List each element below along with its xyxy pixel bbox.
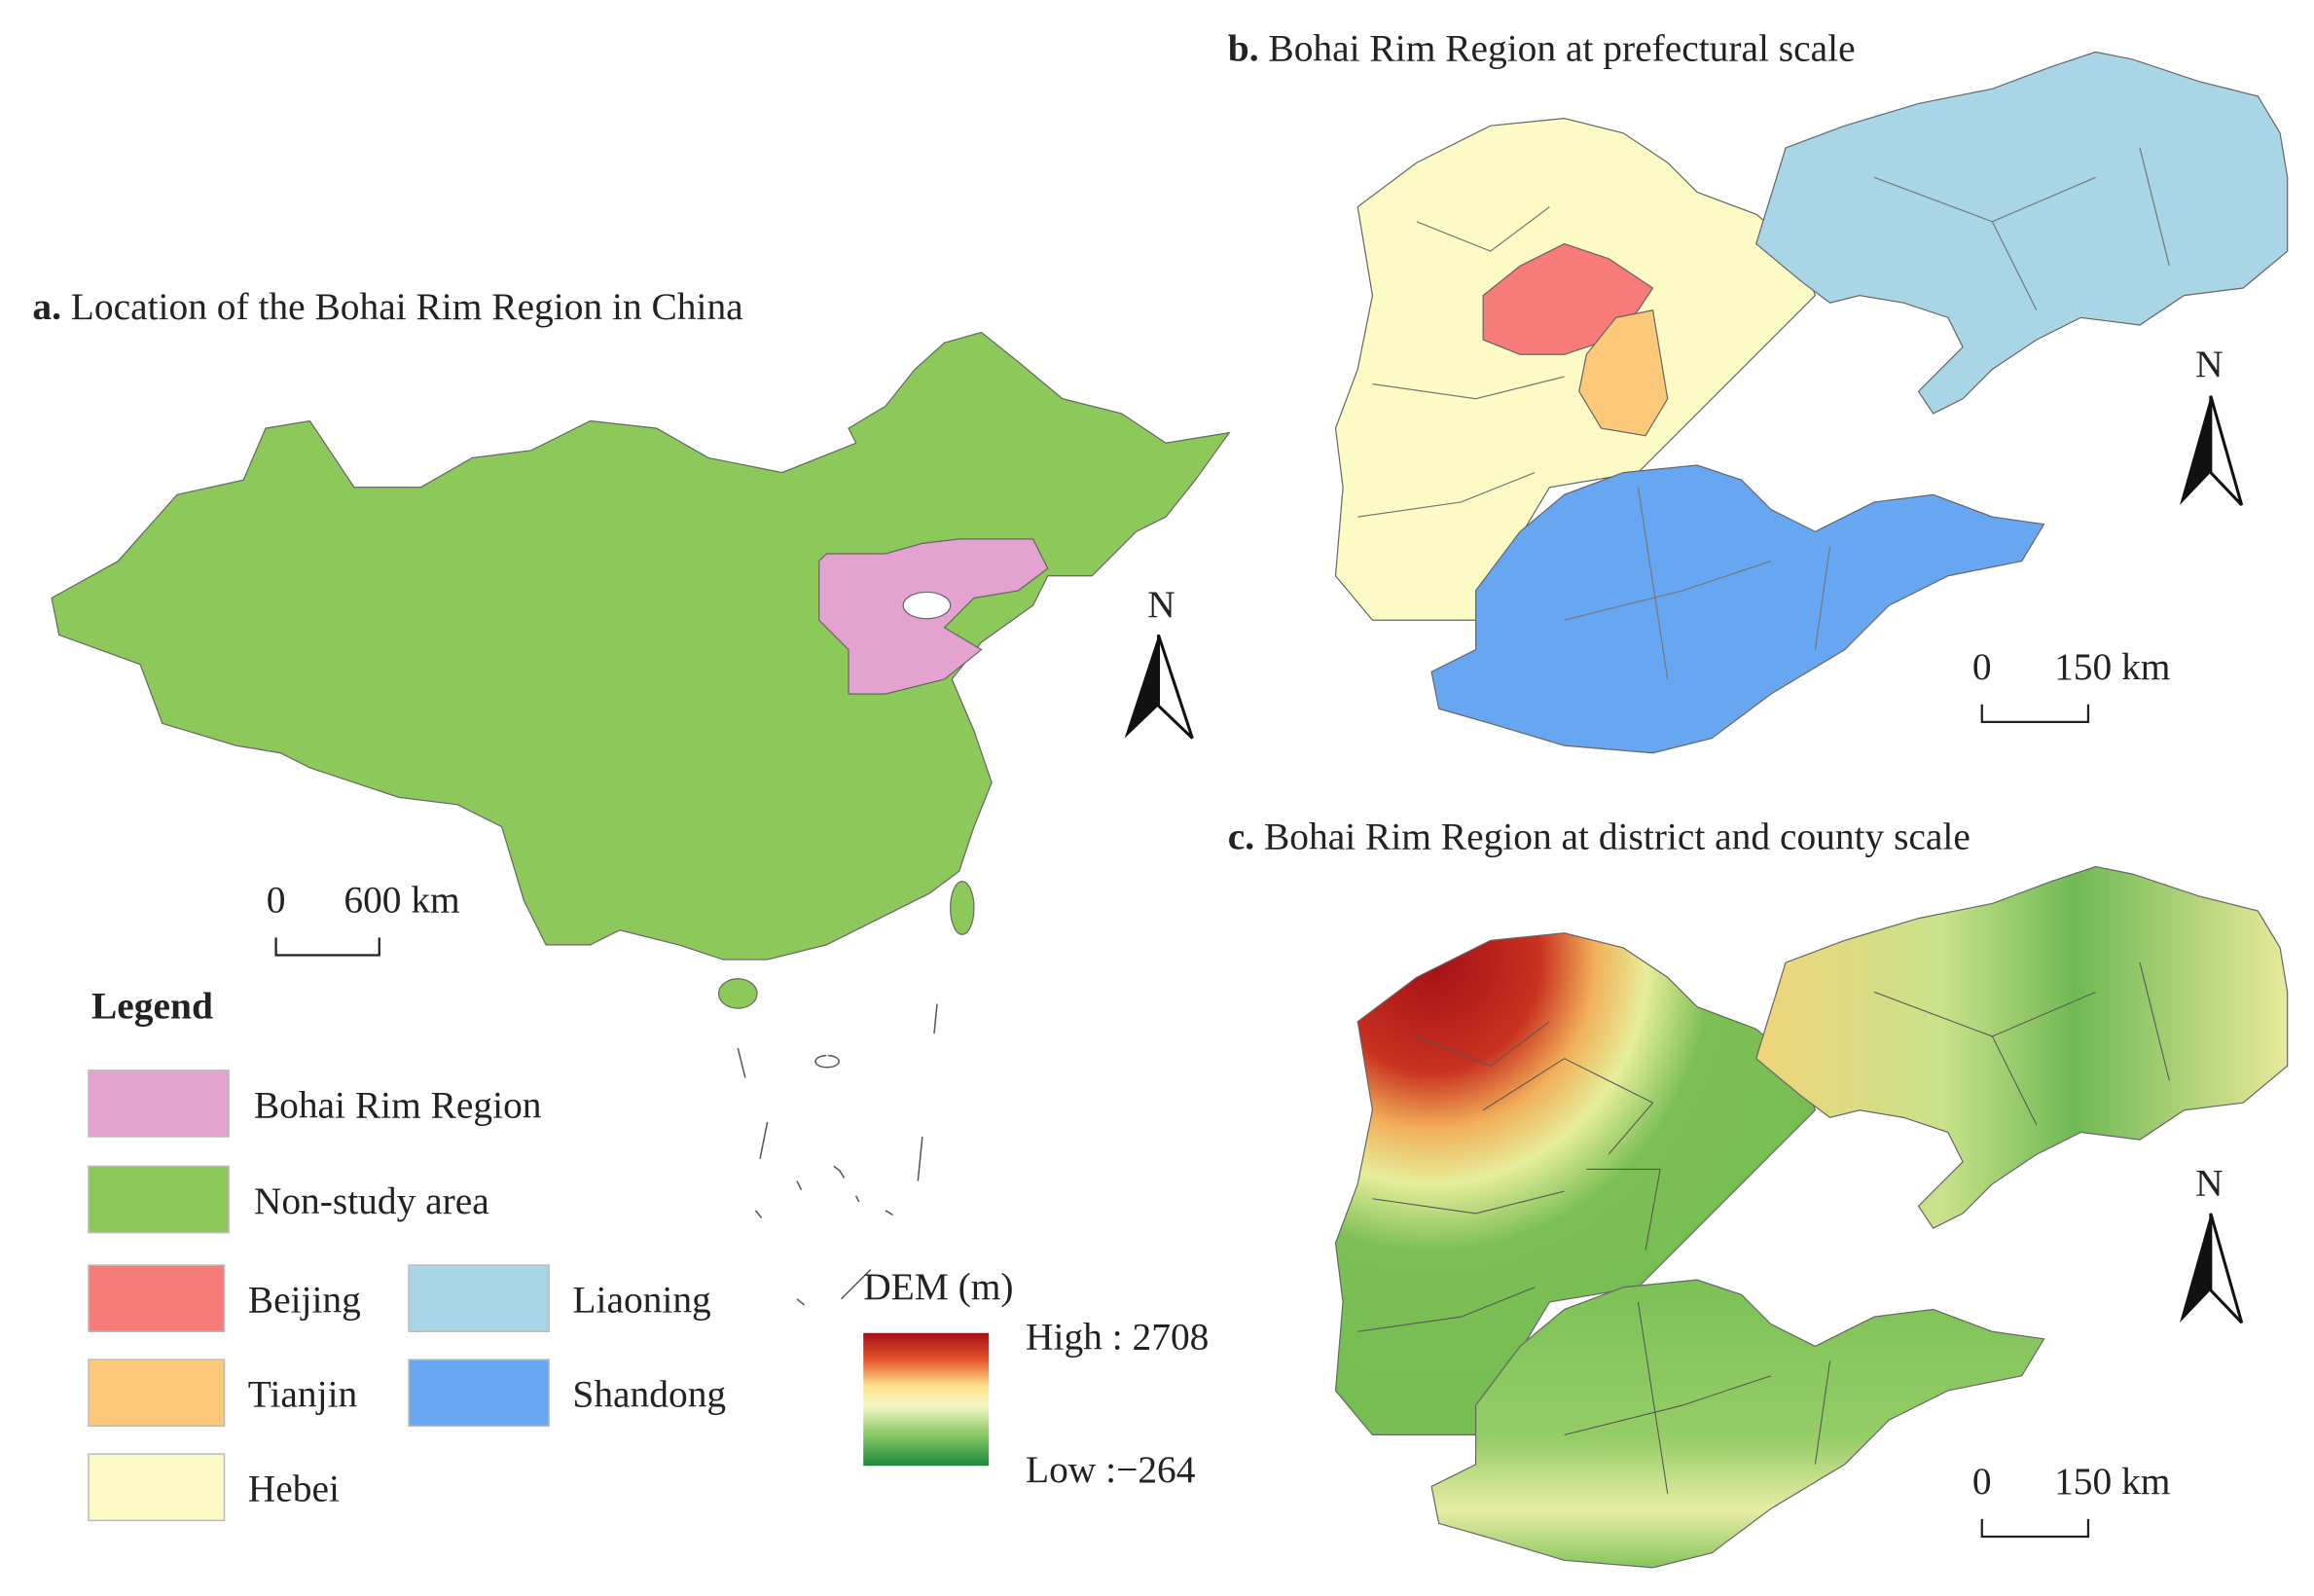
dem-hebei [1334,932,1817,1436]
legend-swatch [88,1264,226,1333]
dem-map [1334,865,2289,1569]
scale-zero: 0 [1972,1460,1992,1503]
scale-distance: 150 km [2054,645,2171,688]
legend-swatch [88,1453,226,1522]
prefecture-map [1334,51,2289,754]
legend-label: Tianjin [248,1373,358,1416]
legend-swatch [88,1359,226,1428]
panel-title: c. Bohai Rim Region at district and coun… [1228,815,1971,857]
legend-title: Legend [91,985,213,1028]
dem-liaoning [1755,865,2289,1229]
legend-swatch [408,1359,550,1428]
dem-shandong [1430,1279,2045,1569]
legend-swatch [408,1264,550,1333]
north-arrow: N [2179,1162,2244,1324]
legend-label: Liaoning [572,1279,710,1322]
scale-zero: 0 [1972,645,1992,688]
dem-high: High : 2708 [1026,1315,1209,1358]
legend-label: Bohai Rim Region [254,1083,542,1126]
north-arrow: N [1124,583,1194,740]
china-map [51,331,1231,1306]
hainan [717,978,758,1009]
liaoning [1755,51,2289,415]
north-label: N [2195,343,2223,385]
legend-label: Shandong [572,1373,726,1416]
taiwan [950,881,975,935]
non-study-area [51,331,1231,961]
scale-zero: 0 [267,879,286,922]
hebei [1334,118,1817,621]
south-sea-islands [737,1003,938,1306]
north-arrow: N [2179,343,2244,507]
scale-distance: 150 km [2054,1460,2171,1503]
panel-title: a. Location of the Bohai Rim Region in C… [32,285,742,328]
north-label: N [2195,1162,2223,1205]
tianjin [1578,309,1669,437]
legend-label: Beijing [248,1279,361,1322]
dem-low: Low :−264 [1026,1448,1196,1491]
legend-label: Non-study area [254,1179,489,1222]
scale-bar: 0 150 km [1972,1460,2171,1539]
dem-title: DEM (m) [863,1265,1013,1308]
scale-bar: 0 600 km [267,879,460,957]
north-label: N [1147,583,1175,626]
shandong [1430,464,2045,754]
dem-colorbar [863,1332,990,1467]
legend-swatch [88,1165,230,1234]
legend-label: Hebei [248,1468,340,1510]
scale-distance: 600 km [343,879,460,922]
scale-bar: 0 150 km [1972,645,2171,724]
legend-swatch [88,1070,230,1138]
legend: Bohai Rim Region Non-study area Beijing Lia… [88,1070,726,1522]
panel-title: b. Bohai Rim Region at prefectural scale [1228,26,1856,69]
bohai-sea [902,591,952,620]
